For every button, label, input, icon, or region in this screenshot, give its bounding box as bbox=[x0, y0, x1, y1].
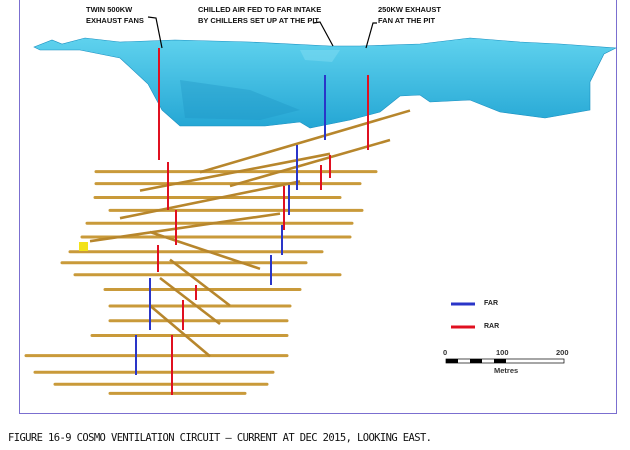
decline-ramp bbox=[159, 276, 221, 326]
legend-label-far: FAR bbox=[484, 300, 498, 307]
raises bbox=[135, 48, 369, 395]
yellow-marker bbox=[79, 242, 88, 251]
callout-leader-exhaust bbox=[365, 22, 377, 49]
callout-twin-exhaust-fans: TWIN 500KW EXHAUST FANS bbox=[86, 5, 144, 25]
scale-bar bbox=[445, 358, 565, 364]
decline-ramp bbox=[199, 109, 411, 174]
underground-levels bbox=[24, 109, 411, 395]
decline-ramp bbox=[149, 304, 211, 358]
figure-frame bbox=[19, 0, 617, 414]
decline-ramp bbox=[229, 138, 391, 188]
callout-leader-fans bbox=[147, 16, 163, 49]
ventilation-section-view bbox=[24, 16, 618, 395]
decline-ramp bbox=[89, 212, 281, 243]
scale-unit: Metres bbox=[494, 366, 519, 375]
callout-250kw-exhaust-fan: 250KW EXHAUST FAN AT THE PIT bbox=[378, 5, 441, 25]
decline-ramp bbox=[169, 258, 231, 307]
decline-ramp bbox=[139, 152, 331, 192]
scale-tick-200: 200 bbox=[556, 348, 569, 357]
decline-ramp bbox=[149, 230, 261, 271]
scale-tick-100: 100 bbox=[496, 348, 509, 357]
legend-label-rar: RAR bbox=[484, 323, 500, 330]
callout-chilled-air: CHILLED AIR FED TO FAR INTAKE BY CHILLER… bbox=[198, 5, 322, 25]
legend bbox=[451, 302, 475, 329]
figure-caption: FIGURE 16-9 COSMO VENTILATION CIRCUIT – … bbox=[8, 432, 432, 444]
scale-tick-0: 0 bbox=[443, 348, 448, 357]
decline-ramp bbox=[119, 180, 301, 220]
callout-leader-chilled bbox=[312, 21, 334, 47]
